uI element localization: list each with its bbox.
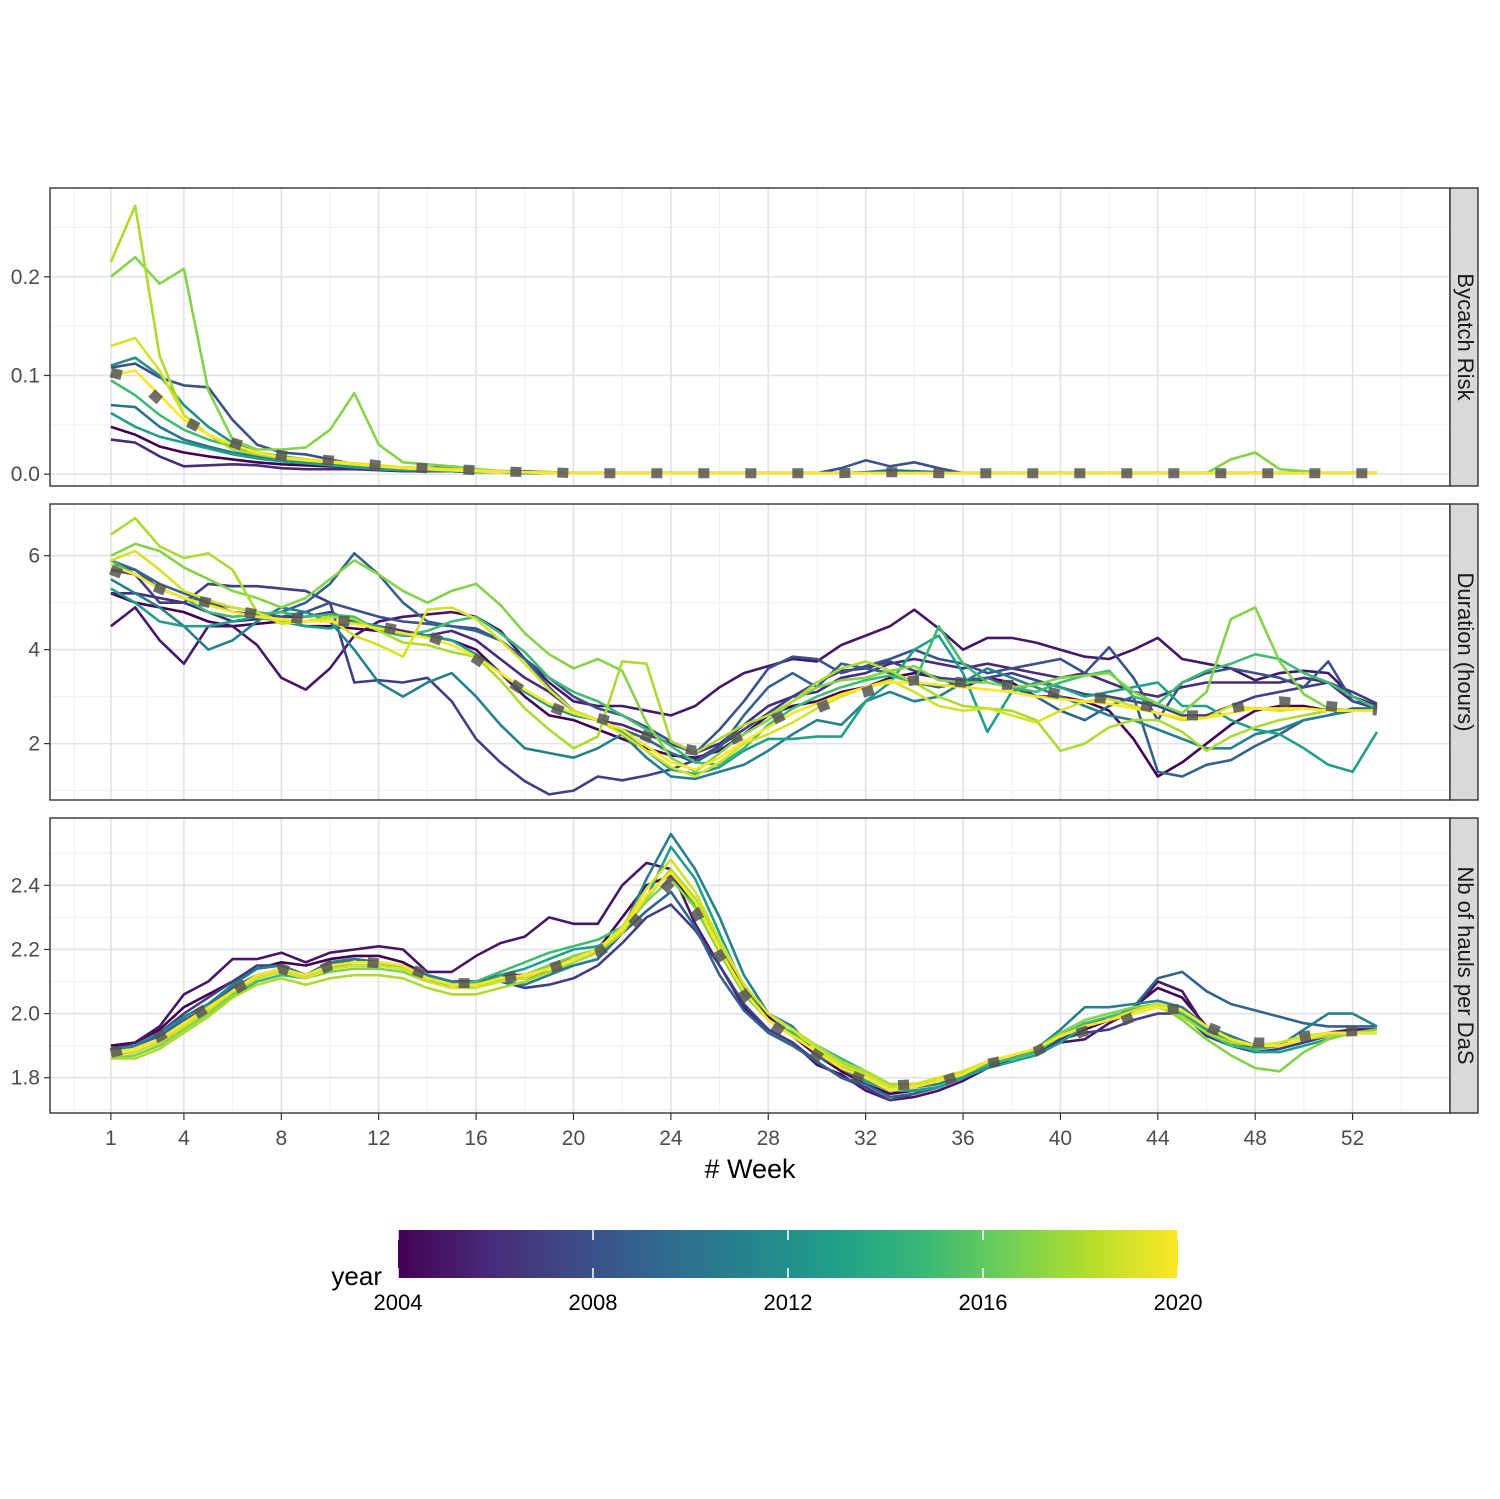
- series-line-2020: [110, 369, 1377, 475]
- panels: 0.0 0.1 0.2 Bycatch Risk 2 4 6 Duration (hours)…: [11, 187, 1479, 1114]
- colorbar-legend: year 2004 2008 2012 2016 2020: [331, 1230, 1202, 1315]
- series-lines: [109, 832, 1378, 1102]
- series-line-2020: [110, 563, 1377, 771]
- panel-3: 1.8 2.0 2.2 2.4 Nb of hauls per DaS: [11, 817, 1479, 1114]
- x-tick-label: 8: [275, 1127, 287, 1150]
- x-tick-label: 36: [951, 1127, 974, 1150]
- y-tick-label: 4: [28, 639, 40, 662]
- facet-strip: [1449, 503, 1479, 801]
- colorbar-tick-label: 2012: [764, 1290, 813, 1315]
- colorbar-tick-label: 2004: [374, 1290, 423, 1315]
- colorbar-tick-label: 2016: [959, 1290, 1008, 1315]
- mean-line: [109, 874, 1377, 1091]
- panel-background: [50, 188, 1450, 486]
- facet-strip: [1449, 817, 1479, 1114]
- x-tick-label: 20: [562, 1127, 585, 1150]
- facet-strip: [1449, 187, 1479, 487]
- x-tick-label: 40: [1049, 1127, 1072, 1150]
- colorbar-tick-label: 2008: [569, 1290, 618, 1315]
- y-tick-label: 0.0: [11, 463, 40, 486]
- y-tick-label: 0.1: [11, 364, 40, 387]
- y-tick-label: 2.2: [11, 938, 40, 961]
- facet-strip-label: Bycatch Risk: [1453, 273, 1478, 401]
- series-line-2019: [110, 858, 1377, 1089]
- panel-background: [50, 504, 1450, 800]
- x-tick-label: 48: [1244, 1127, 1267, 1150]
- series-lines: [109, 204, 1377, 479]
- y-tick-label: 0.2: [11, 266, 40, 289]
- x-tick-label: 52: [1341, 1127, 1364, 1150]
- x-tick-label: 44: [1146, 1127, 1170, 1150]
- series-line-2017: [110, 542, 1377, 774]
- y-tick-label: 2.4: [11, 874, 41, 897]
- x-tick-label: 16: [464, 1127, 487, 1150]
- x-tick-label: 4: [178, 1127, 190, 1150]
- series-line-2018: [110, 516, 1377, 755]
- legend-title: year: [331, 1261, 382, 1291]
- y-tick-label: 2: [28, 733, 40, 756]
- x-tick-label: 32: [854, 1127, 877, 1150]
- x-tick-label: 12: [367, 1127, 390, 1150]
- series-line-2009: [110, 551, 1377, 778]
- x-axis-title: # Week: [704, 1154, 796, 1184]
- y-tick-label: 1.8: [11, 1067, 40, 1090]
- facet-strip-label: Nb of hauls per DaS: [1453, 866, 1478, 1064]
- panel-1: 0.0 0.1 0.2 Bycatch Risk: [11, 187, 1479, 487]
- colorbar-tick-label: 2020: [1154, 1290, 1203, 1315]
- panel-2: 2 4 6 Duration (hours): [28, 503, 1479, 801]
- y-tick-label: 6: [28, 545, 40, 568]
- series-line-2005: [110, 861, 1377, 1102]
- colorbar-ticks: 2004 2008 2012 2016 2020: [374, 1230, 1203, 1315]
- x-tick-label: 28: [757, 1127, 780, 1150]
- x-tick-label: 1: [105, 1127, 117, 1150]
- facet-strip-label: Duration (hours): [1453, 573, 1478, 732]
- y-tick-label: 2.0: [11, 1003, 40, 1026]
- series-line-2015: [110, 559, 1378, 767]
- x-tick-label: 24: [659, 1127, 683, 1150]
- series-lines: [109, 516, 1379, 796]
- series-line-2013: [110, 587, 1379, 776]
- x-axis: 1 4 8 12 16 20 24 28 32 36 40 44 48 52: [105, 1113, 1364, 1150]
- series-line-2005: [110, 606, 1378, 717]
